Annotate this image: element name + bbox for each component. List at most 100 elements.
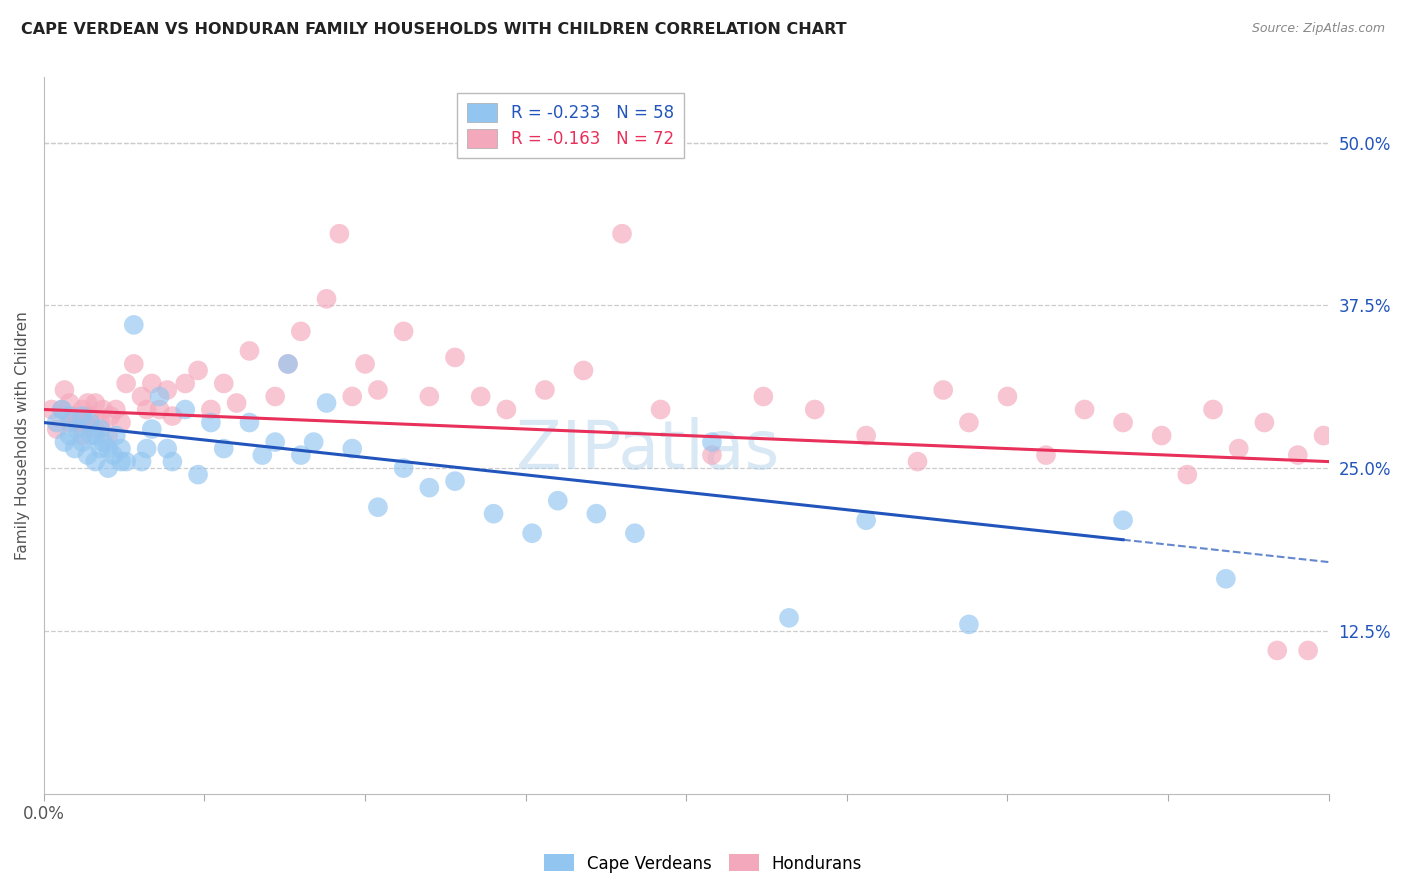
Point <box>200 416 222 430</box>
Point <box>76 448 98 462</box>
Text: CAPE VERDEAN VS HONDURAN FAMILY HOUSEHOLDS WITH CHILDREN CORRELATION CHART: CAPE VERDEAN VS HONDURAN FAMILY HOUSEHOL… <box>21 22 846 37</box>
Point <box>1286 448 1309 462</box>
Point <box>103 448 125 462</box>
Point <box>162 454 184 468</box>
Point <box>957 416 980 430</box>
Point <box>122 318 145 332</box>
Point <box>115 454 138 468</box>
Point <box>66 422 89 436</box>
Point <box>1265 643 1288 657</box>
Point <box>115 376 138 391</box>
Point <box>212 376 235 391</box>
Point <box>156 442 179 456</box>
Point <box>110 454 132 468</box>
Point <box>84 396 107 410</box>
Point <box>342 389 364 403</box>
Point <box>174 376 197 391</box>
Point <box>84 428 107 442</box>
Point <box>752 389 775 403</box>
Point <box>187 363 209 377</box>
Point <box>264 435 287 450</box>
Y-axis label: Family Households with Children: Family Households with Children <box>15 311 30 560</box>
Point <box>650 402 672 417</box>
Text: Source: ZipAtlas.com: Source: ZipAtlas.com <box>1251 22 1385 36</box>
Point <box>122 357 145 371</box>
Point <box>97 428 120 442</box>
Point <box>104 402 127 417</box>
Point <box>907 454 929 468</box>
Point <box>238 343 260 358</box>
Point <box>100 409 122 423</box>
Point <box>79 416 101 430</box>
Point <box>84 454 107 468</box>
Point <box>73 416 96 430</box>
Point <box>700 448 723 462</box>
Point <box>610 227 633 241</box>
Point <box>110 442 132 456</box>
Point <box>1175 467 1198 482</box>
Point <box>63 409 86 423</box>
Point <box>97 442 120 456</box>
Point <box>76 396 98 410</box>
Point <box>624 526 647 541</box>
Point <box>997 389 1019 403</box>
Point <box>315 292 337 306</box>
Point <box>91 435 114 450</box>
Point <box>148 389 170 403</box>
Legend: R = -0.233   N = 58, R = -0.163   N = 72: R = -0.233 N = 58, R = -0.163 N = 72 <box>457 93 683 158</box>
Point <box>290 324 312 338</box>
Point <box>342 442 364 456</box>
Point <box>700 435 723 450</box>
Point <box>131 454 153 468</box>
Point <box>367 500 389 515</box>
Point <box>45 422 67 436</box>
Point <box>41 402 63 417</box>
Point <box>212 442 235 456</box>
Point <box>200 402 222 417</box>
Point <box>91 402 114 417</box>
Point <box>53 435 76 450</box>
Point <box>1112 416 1135 430</box>
Point <box>534 383 557 397</box>
Point <box>156 383 179 397</box>
Point <box>1150 428 1173 442</box>
Point <box>803 402 825 417</box>
Point <box>392 324 415 338</box>
Point <box>290 448 312 462</box>
Point <box>1227 442 1250 456</box>
Point <box>72 428 94 442</box>
Point <box>53 383 76 397</box>
Point <box>51 402 73 417</box>
Point <box>957 617 980 632</box>
Point <box>855 513 877 527</box>
Point <box>302 435 325 450</box>
Point <box>1035 448 1057 462</box>
Point <box>1296 643 1319 657</box>
Point <box>72 402 94 417</box>
Point <box>79 409 101 423</box>
Point <box>135 442 157 456</box>
Point <box>135 402 157 417</box>
Point <box>392 461 415 475</box>
Point <box>520 526 543 541</box>
Point <box>89 416 111 430</box>
Point <box>482 507 505 521</box>
Point <box>174 402 197 417</box>
Point <box>585 507 607 521</box>
Point <box>572 363 595 377</box>
Point <box>418 481 440 495</box>
Legend: Cape Verdeans, Hondurans: Cape Verdeans, Hondurans <box>537 847 869 880</box>
Point <box>238 416 260 430</box>
Point <box>1215 572 1237 586</box>
Point <box>72 409 94 423</box>
Point <box>367 383 389 397</box>
Point <box>58 428 80 442</box>
Point <box>72 435 94 450</box>
Point <box>1253 416 1275 430</box>
Point <box>97 461 120 475</box>
Point <box>162 409 184 423</box>
Point <box>58 409 80 423</box>
Point <box>444 351 467 365</box>
Point <box>141 422 163 436</box>
Point <box>495 402 517 417</box>
